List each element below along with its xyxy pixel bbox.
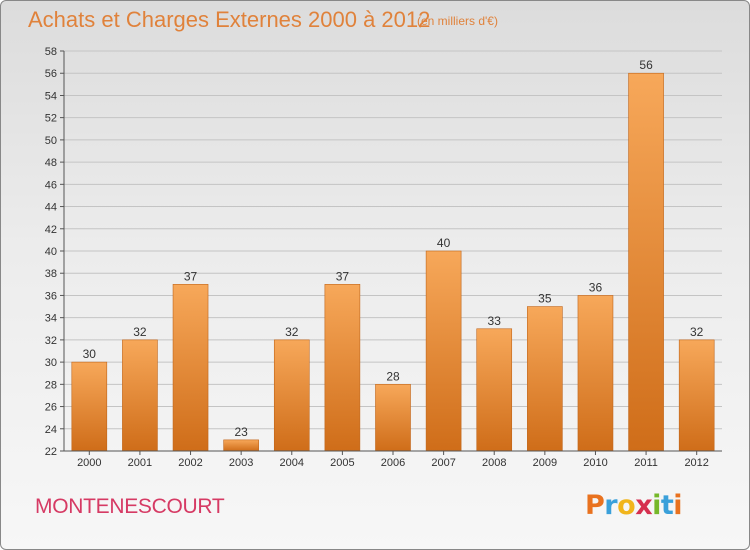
bar-2007	[425, 250, 462, 452]
x-tick-label-2001: 2001	[128, 457, 152, 469]
y-tick-label: 38	[45, 268, 57, 280]
y-tick-label: 46	[45, 179, 57, 191]
data-label-2007: 40	[437, 236, 451, 250]
y-tick-label: 32	[45, 335, 57, 347]
bar-2001	[122, 339, 158, 452]
bar-2012	[678, 339, 715, 452]
logo-letter: x	[635, 490, 653, 521]
data-label-2002: 37	[184, 269, 198, 283]
y-tick-label: 24	[45, 424, 57, 436]
y-tick-label: 30	[45, 357, 57, 369]
x-tick-label-2011: 2011	[634, 457, 658, 469]
x-tick-label-2009: 2009	[533, 457, 557, 469]
y-tick-label: 40	[45, 246, 57, 258]
logo-letter: i	[673, 490, 683, 521]
bar-2006	[375, 384, 411, 452]
logo-letter: o	[617, 490, 636, 521]
data-label-2009: 35	[538, 292, 552, 306]
y-tick-label: 26	[45, 402, 57, 414]
bar-2002	[172, 284, 209, 452]
x-tick-label-2008: 2008	[482, 457, 506, 469]
data-label-2000: 30	[83, 347, 97, 361]
x-tick-label-2007: 2007	[431, 457, 455, 469]
logo-letter: t	[660, 490, 674, 521]
chart-title: Achats et Charges Externes 2000 à 2012	[28, 7, 431, 32]
data-label-2012: 32	[690, 325, 704, 339]
x-tick-label-2006: 2006	[381, 457, 405, 469]
bar-2003	[223, 439, 259, 452]
y-tick-label: 52	[45, 113, 57, 125]
bar-2000	[71, 361, 108, 452]
y-tick-label: 56	[45, 68, 57, 80]
bar-2009	[527, 306, 563, 452]
location-name: MONTENESCOURT	[35, 495, 225, 518]
y-tick-label: 42	[45, 224, 57, 236]
logo-letter: i	[652, 490, 661, 521]
data-label-2005: 37	[336, 269, 350, 283]
y-tick-label: 28	[45, 379, 57, 391]
data-label-2004: 32	[285, 325, 299, 339]
logo-letter: r	[604, 490, 618, 521]
bars: 30 32 37 23 32 37 28 40 33 35 36 56 32	[71, 58, 715, 452]
data-label-2010: 36	[589, 280, 603, 294]
y-tick-label: 22	[45, 446, 57, 458]
bar-2011	[628, 72, 664, 452]
x-axis: 2000 2001 2002 2003 2004 2005 2006 2007 2008 2009…	[64, 450, 722, 469]
x-tick-label-2004: 2004	[280, 457, 304, 469]
x-tick-label-2002: 2002	[178, 457, 202, 469]
bar-2004	[273, 339, 310, 452]
x-tick-label-2010: 2010	[583, 457, 607, 469]
bar-2005	[324, 284, 361, 452]
bar-2008	[476, 328, 513, 452]
data-label-2008: 33	[488, 314, 502, 328]
data-label-2003: 23	[234, 425, 248, 439]
y-tick-label: 54	[45, 90, 57, 102]
y-tick-label: 58	[45, 46, 57, 58]
bar-2010	[577, 295, 614, 452]
y-tick-label: 36	[45, 290, 57, 302]
logo-letter: P	[585, 490, 605, 521]
chart-subtitle: (en milliers d'€)	[417, 14, 498, 28]
y-tick-label: 44	[45, 202, 57, 214]
proxiti-logo: Proxiti	[585, 490, 683, 521]
x-tick-label-2012: 2012	[684, 457, 708, 469]
x-tick-label-2005: 2005	[330, 457, 354, 469]
y-tick-label: 34	[45, 313, 57, 325]
data-label-2011: 56	[639, 58, 653, 72]
x-tick-label-2003: 2003	[229, 457, 253, 469]
y-axis: 22 24 26 28 30 32 34 36 38 40 42 44 46 48 50 52 54 56 58	[45, 46, 65, 458]
data-label-2006: 28	[386, 369, 400, 383]
x-tick-label-2000: 2000	[77, 457, 101, 469]
y-tick-label: 48	[45, 157, 57, 169]
y-tick-label: 50	[45, 135, 57, 147]
data-label-2001: 32	[133, 325, 147, 339]
